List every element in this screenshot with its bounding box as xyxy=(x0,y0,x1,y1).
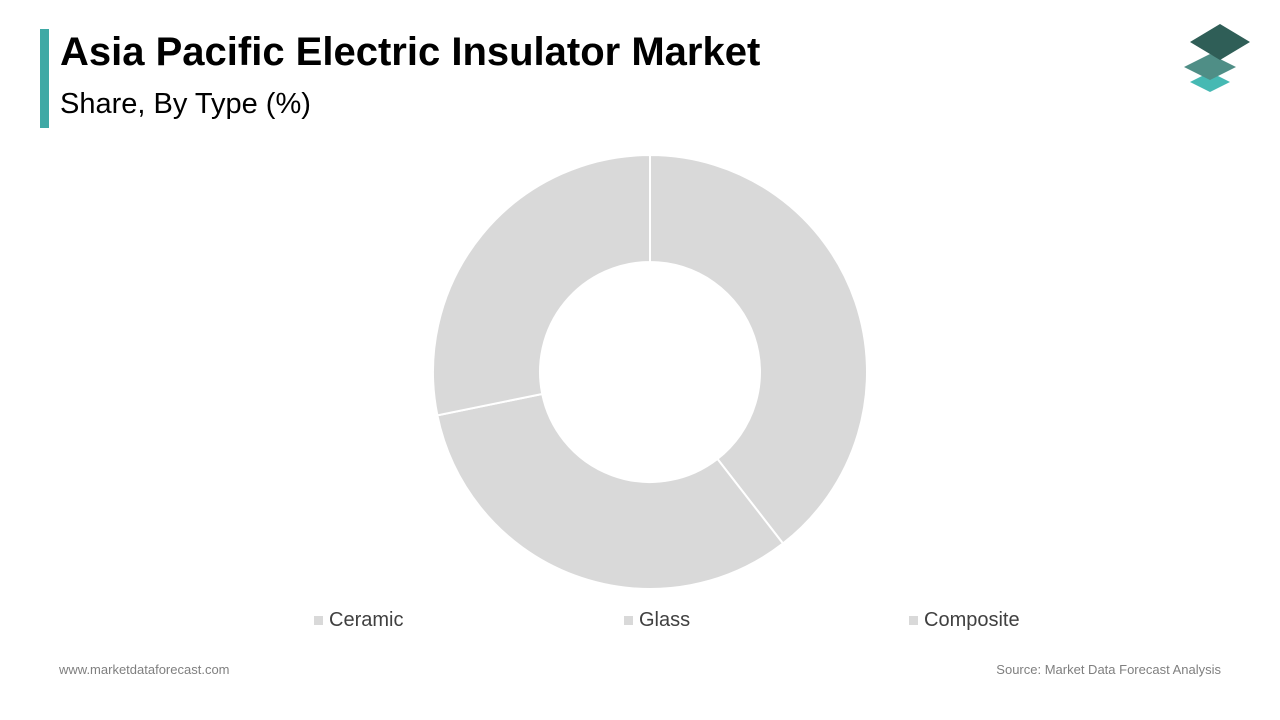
legend-item-composite: Composite xyxy=(909,607,1020,633)
legend-item-glass: Glass xyxy=(624,607,690,633)
title-accent-bar xyxy=(40,29,49,128)
legend-label: Composite xyxy=(924,609,1020,631)
legend-label: Glass xyxy=(639,609,691,631)
logo-layer-middle xyxy=(1184,54,1236,80)
logo-layer-top xyxy=(1190,24,1250,60)
donut-slice-ceramic xyxy=(649,153,868,545)
legend-swatch xyxy=(314,615,323,625)
legend-swatch xyxy=(909,615,918,625)
chart-title: Asia Pacific Electric Insulator Market xyxy=(60,30,761,74)
donut-slice-glass xyxy=(436,392,785,590)
stacked-layers-icon xyxy=(1184,24,1250,92)
chart-subtitle: Share, By Type (%) xyxy=(60,88,311,120)
legend-item-ceramic: Ceramic xyxy=(314,607,403,633)
legend-swatch xyxy=(624,615,633,625)
chart-legend: Ceramic Glass Composite xyxy=(0,607,1280,635)
donut-slice-composite xyxy=(432,153,651,417)
footer-website: www.marketdataforecast.com xyxy=(59,662,230,677)
legend-label: Ceramic xyxy=(329,609,404,631)
logo-layer-bottom xyxy=(1190,72,1230,92)
footer-source: Source: Market Data Forecast Analysis xyxy=(996,662,1221,677)
